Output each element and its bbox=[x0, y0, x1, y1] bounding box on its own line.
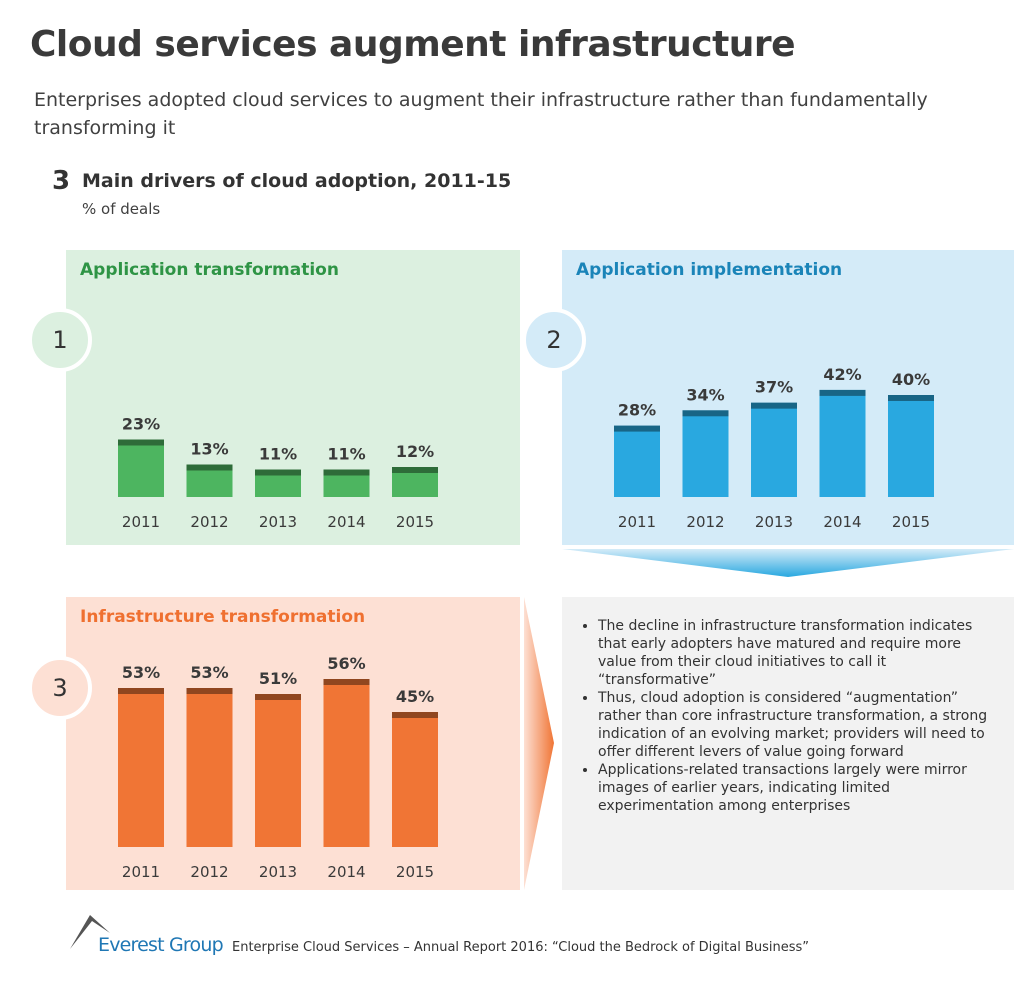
page-subtitle: Enterprises adopted cloud services to au… bbox=[34, 89, 928, 139]
footer-brand: Everest Group bbox=[98, 934, 224, 956]
bar-rect bbox=[682, 410, 729, 497]
bar-rect bbox=[614, 425, 660, 497]
chart-heading: Main drivers of cloud adoption, 2011-15 bbox=[82, 170, 512, 192]
chart-number: 3 bbox=[52, 166, 71, 196]
x-tick-label: 2013 bbox=[259, 513, 297, 531]
right-arrow-icon bbox=[524, 597, 554, 890]
x-tick-label: 2013 bbox=[259, 863, 297, 881]
note-item: Applications-related transactions largel… bbox=[598, 761, 994, 815]
bar bbox=[392, 712, 438, 847]
bar-rect bbox=[186, 464, 233, 497]
bar-rect bbox=[819, 389, 866, 497]
chart-panel: Application transformation 23% 2011 13% 2012… bbox=[66, 250, 520, 545]
bar-rect bbox=[888, 395, 934, 497]
panel-title: Application transformation bbox=[80, 260, 339, 280]
data-label: 28% bbox=[618, 401, 656, 420]
bar bbox=[392, 467, 438, 497]
footer-text: Enterprise Cloud Services – Annual Repor… bbox=[232, 940, 810, 955]
bar bbox=[255, 694, 301, 847]
bar-cap bbox=[751, 402, 797, 409]
x-tick-label: 2011 bbox=[122, 513, 160, 531]
data-label: 51% bbox=[259, 669, 297, 688]
x-tick-label: 2015 bbox=[892, 513, 930, 531]
bar-cap bbox=[323, 469, 370, 476]
bar bbox=[888, 395, 934, 497]
down-arrow-icon bbox=[562, 549, 1014, 577]
data-label: 34% bbox=[686, 385, 724, 404]
bar bbox=[186, 688, 233, 847]
notes-box: The decline in infrastructure transforma… bbox=[562, 597, 1014, 890]
bar-cap bbox=[118, 439, 164, 446]
bar-rect bbox=[392, 712, 438, 847]
x-tick-label: 2012 bbox=[190, 863, 228, 881]
bar-rect bbox=[255, 694, 301, 847]
bar-cap bbox=[392, 467, 438, 473]
x-tick-label: 2011 bbox=[618, 513, 656, 531]
bar-cap bbox=[392, 712, 438, 718]
bar bbox=[118, 688, 164, 847]
x-tick-label: 2014 bbox=[823, 513, 861, 531]
bar-rect bbox=[255, 469, 301, 497]
bar bbox=[323, 679, 370, 847]
data-label: 45% bbox=[396, 687, 434, 706]
bar-cap bbox=[819, 389, 866, 396]
data-label: 56% bbox=[327, 654, 365, 673]
bar-cap bbox=[255, 694, 301, 700]
bar-rect bbox=[392, 467, 438, 497]
bar-rect bbox=[323, 679, 370, 847]
note-item: The decline in infrastructure transforma… bbox=[598, 617, 994, 689]
bar-cap bbox=[186, 688, 233, 694]
bar-rect bbox=[118, 439, 164, 497]
data-label: 40% bbox=[892, 370, 930, 389]
panel-badge: 3 bbox=[28, 656, 92, 720]
x-tick-label: 2015 bbox=[396, 513, 434, 531]
page-title: Cloud services augment infrastructure bbox=[30, 24, 796, 65]
data-label: 42% bbox=[823, 365, 861, 384]
x-tick-label: 2012 bbox=[686, 513, 724, 531]
everest-logo-icon bbox=[70, 915, 110, 949]
bar-cap bbox=[682, 410, 729, 417]
bar-cap bbox=[118, 688, 164, 694]
bar bbox=[186, 464, 233, 497]
chart-unit: % of deals bbox=[82, 200, 161, 218]
bar-cap bbox=[614, 425, 660, 432]
bar bbox=[255, 469, 301, 497]
panel-badge: 2 bbox=[522, 308, 586, 372]
chart-panel: Infrastructure transformation 53% 2011 53% 2… bbox=[66, 597, 520, 890]
bar-cap bbox=[323, 679, 370, 685]
data-label: 13% bbox=[190, 440, 228, 459]
bar-cap bbox=[255, 469, 301, 476]
x-tick-label: 2014 bbox=[327, 513, 365, 531]
panel-title: Infrastructure transformation bbox=[80, 607, 366, 627]
bar-rect bbox=[751, 402, 797, 497]
bar-cap bbox=[888, 395, 934, 401]
data-label: 12% bbox=[396, 442, 434, 461]
panel-title: Application implementation bbox=[576, 260, 843, 280]
bar bbox=[819, 389, 866, 497]
bar bbox=[614, 425, 660, 497]
x-tick-label: 2013 bbox=[755, 513, 793, 531]
note-item: Thus, cloud adoption is considered “augm… bbox=[598, 689, 994, 761]
bar-rect bbox=[186, 688, 233, 847]
panel-badge: 1 bbox=[28, 308, 92, 372]
x-tick-label: 2011 bbox=[122, 863, 160, 881]
data-label: 11% bbox=[259, 445, 297, 464]
bar bbox=[118, 439, 164, 497]
chart-panel: Application implementation 28% 2011 34% 2012… bbox=[562, 250, 1014, 545]
bar-rect bbox=[118, 688, 164, 847]
data-label: 37% bbox=[755, 378, 793, 397]
data-label: 11% bbox=[327, 445, 365, 464]
data-label: 53% bbox=[190, 663, 228, 682]
bar bbox=[751, 402, 797, 497]
data-label: 53% bbox=[122, 663, 160, 682]
x-tick-label: 2015 bbox=[396, 863, 434, 881]
x-tick-label: 2012 bbox=[190, 513, 228, 531]
data-label: 23% bbox=[122, 415, 160, 434]
bar bbox=[323, 469, 370, 497]
x-tick-label: 2014 bbox=[327, 863, 365, 881]
bar bbox=[682, 410, 729, 497]
bar-cap bbox=[186, 464, 233, 471]
bar-rect bbox=[323, 469, 370, 497]
